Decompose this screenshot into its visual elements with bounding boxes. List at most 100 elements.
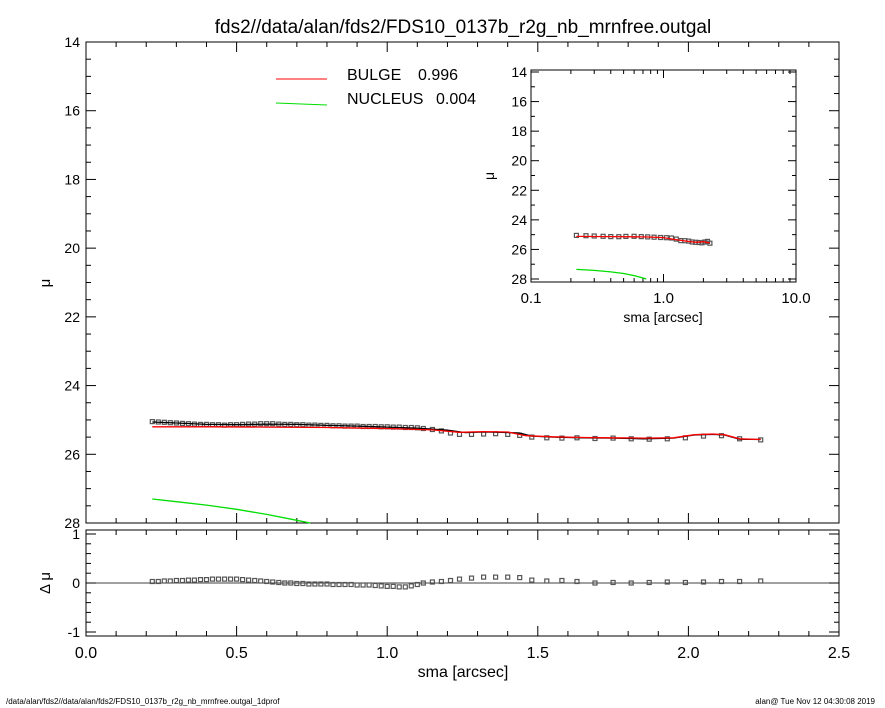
residual-data-point	[529, 577, 535, 583]
main-nucleus-model-line	[152, 498, 311, 524]
residual-data-point	[628, 580, 634, 586]
inset-bulge-model-line	[576, 235, 711, 244]
main-y-tick-label: 28	[64, 515, 80, 531]
residual-data-point	[447, 577, 454, 584]
residual-data-point	[246, 577, 252, 583]
x-tick-label: 0.0	[75, 645, 97, 662]
residual-data-point	[456, 576, 463, 582]
residual-data-point	[270, 579, 276, 585]
residual-data-point	[414, 581, 420, 588]
residual-data-point	[366, 582, 372, 588]
residual-data-point	[372, 582, 378, 589]
residual-data-point	[191, 577, 197, 583]
residual-y-tick-label: 1	[72, 526, 80, 542]
residual-data-point	[758, 578, 764, 584]
residual-data-point	[228, 576, 234, 582]
residual-data-point	[330, 581, 336, 588]
residual-y-tick-label: 0	[72, 575, 80, 591]
residual-data-point	[574, 578, 580, 585]
residual-data-point	[736, 578, 743, 585]
residual-data-point	[234, 576, 240, 582]
residual-data-point	[300, 580, 306, 587]
legend-nucleus-swatch	[275, 102, 328, 106]
main-data-point	[529, 434, 535, 440]
footer-file-path: /data/alan/fds2//data/alan/fds2/FDS10_01…	[6, 697, 280, 706]
residual-data-point	[429, 579, 435, 585]
main-bulge-model-line	[152, 426, 761, 441]
main-y-tick-label: 20	[64, 240, 80, 256]
legend-bulge-value: 0.996	[418, 67, 458, 84]
inset-y-tick-label: 28	[511, 271, 527, 287]
residual-data-point	[505, 574, 511, 580]
residual-data-point	[408, 583, 414, 589]
inset-y-tick-label: 24	[511, 212, 527, 228]
x-tick-label: 1.0	[376, 645, 398, 662]
main-y-tick-label: 14	[64, 34, 80, 50]
main-data-point	[559, 435, 565, 441]
residual-data-point	[342, 581, 348, 588]
residual-data-point	[378, 583, 384, 589]
inset-y-tick-label: 14	[511, 64, 527, 80]
residual-data-point	[197, 576, 204, 583]
x-tick-label: 2.5	[828, 645, 850, 662]
residual-panel: Δ μ sma [arcsec] 1 0 -1 0.0 0.5 1.0 1.5 2.0 2.5	[37, 526, 850, 681]
residual-data-point	[215, 576, 222, 582]
inset-x-tick-label: 1.0	[653, 290, 674, 307]
inset-x-axis-label: sma [arcsec]	[623, 309, 702, 325]
residual-data-point	[481, 574, 487, 580]
residual-data-point	[700, 579, 707, 585]
inset-plot-frame	[530, 69, 797, 283]
residual-data-point	[438, 578, 444, 585]
main-y-tick-label: 18	[64, 171, 80, 187]
residual-data-point	[544, 578, 550, 584]
legend-nucleus-value: 0.004	[436, 91, 476, 108]
residual-data-point	[252, 577, 258, 584]
residual-data-point	[384, 583, 390, 590]
main-data-point	[456, 431, 463, 437]
residual-data-point	[161, 578, 167, 584]
residual-data-point	[682, 579, 689, 586]
inset-data-point	[707, 240, 713, 246]
main-y-tick-label: 16	[64, 103, 80, 119]
residual-data-point	[240, 576, 246, 583]
x-tick-label: 0.5	[225, 645, 247, 662]
inset-series-layer	[573, 232, 713, 280]
residual-data-point	[348, 581, 354, 588]
legend-bulge-label: BULGE	[347, 67, 401, 84]
residual-data-point	[324, 581, 330, 587]
residual-data-point	[390, 583, 396, 590]
residual-axis-ticks: 1 0 -1 0.0 0.5 1.0 1.5 2.0 2.5	[68, 526, 851, 662]
inset-nucleus-model-line	[576, 268, 647, 280]
residual-data-point	[167, 578, 173, 584]
residual-data-point	[155, 578, 161, 585]
main-y-tick-label: 26	[64, 446, 80, 462]
main-y-axis-label: μ	[37, 279, 54, 288]
residual-data-point	[420, 580, 426, 586]
x-tick-label: 2.0	[677, 645, 699, 662]
residual-data-point	[294, 580, 300, 587]
main-axis-ticks: 14 16 18 20 22 24 26 28	[64, 34, 840, 531]
residual-data-point	[360, 582, 366, 588]
residual-data-point	[222, 576, 228, 582]
inset-y-tick-label: 22	[511, 182, 527, 198]
residual-data-point	[264, 578, 270, 585]
residual-data-point	[664, 579, 670, 585]
legend-nucleus-label: NUCLEUS	[347, 91, 423, 108]
footer-timestamp: alan@ Tue Nov 12 04:30:08 2019	[755, 697, 875, 706]
inset-data-point	[573, 232, 580, 238]
residual-data-point	[610, 579, 616, 586]
residual-data-point	[396, 584, 402, 590]
residual-data-point	[718, 578, 725, 585]
residual-data-point	[203, 576, 210, 583]
residual-data-point	[336, 581, 342, 588]
residual-data-point	[318, 581, 324, 587]
residual-data-point	[258, 578, 264, 584]
residual-data-point	[402, 584, 408, 590]
residual-y-axis-label: Δ μ	[37, 572, 54, 594]
main-data-point	[718, 433, 725, 439]
residual-data-point	[179, 577, 185, 584]
inset-y-tick-label: 18	[511, 123, 527, 139]
residual-data-point	[354, 582, 360, 588]
inset-data-point	[583, 233, 589, 239]
